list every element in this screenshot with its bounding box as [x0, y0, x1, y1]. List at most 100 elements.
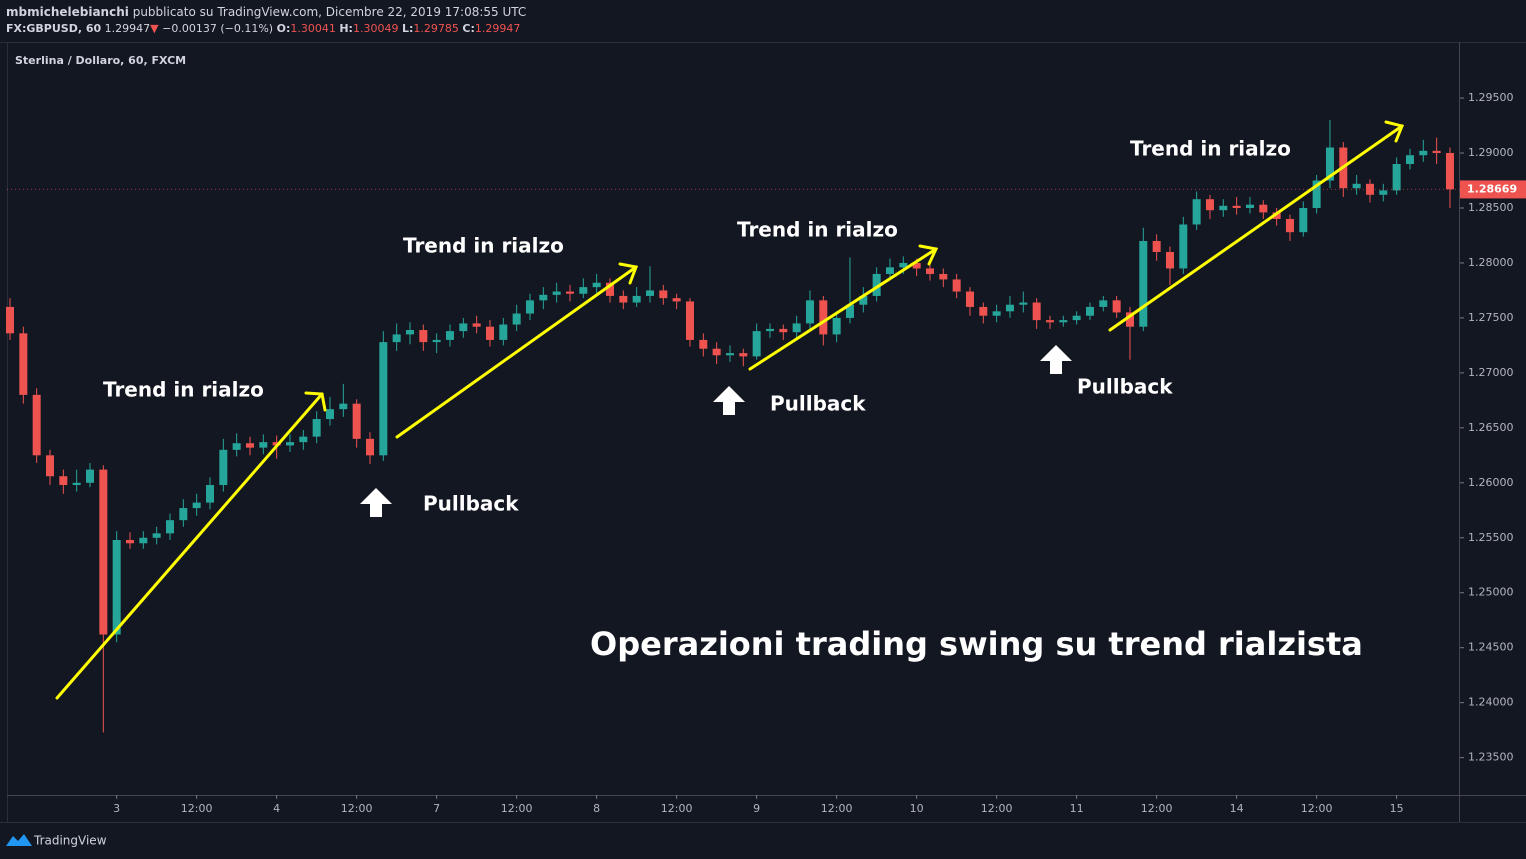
candle-body: [1405, 155, 1414, 165]
main-annotation: Operazioni trading swing su trend rialzi…: [590, 625, 1363, 663]
candle-body: [579, 287, 588, 294]
y-tick-label: 1.28000: [1468, 256, 1514, 269]
candle-body: [765, 328, 774, 332]
candle-body: [1219, 205, 1228, 211]
brand: TradingView: [33, 834, 107, 848]
candle-body: [819, 300, 828, 335]
y-tick-label: 1.26000: [1468, 476, 1514, 489]
candle-body: [605, 282, 614, 296]
candle-body: [1165, 251, 1174, 269]
candle-body: [112, 539, 121, 635]
candle-body: [445, 331, 454, 340]
open: 1.30041: [290, 22, 336, 35]
candle-body: [1125, 312, 1134, 327]
low: 1.29785: [413, 22, 459, 35]
y-tick-label: 1.23500: [1468, 751, 1514, 764]
candle-body: [99, 469, 108, 635]
y-tick-label: 1.25000: [1468, 586, 1514, 599]
candle-body: [672, 298, 681, 302]
candle-body: [552, 291, 561, 295]
candle-body: [1325, 147, 1334, 181]
candle-body: [952, 279, 961, 292]
candle-body: [432, 339, 441, 343]
candle-body: [805, 300, 814, 324]
candle-body: [659, 290, 668, 299]
pullback-arrows: [360, 345, 1072, 517]
candle-body: [1392, 164, 1401, 191]
candle-body: [779, 328, 788, 333]
candle-body: [392, 334, 401, 343]
candle-body: [645, 290, 654, 296]
chart-title: Sterlina / Dollaro, 60, FXCM: [15, 54, 186, 67]
o-label: O:: [276, 22, 291, 35]
candle-body: [992, 311, 1001, 316]
published: pubblicato su TradingView.com, Dicembre …: [132, 5, 527, 19]
candle-body: [1379, 190, 1388, 195]
trend-arrow: [395, 265, 638, 439]
up-arrow: [360, 488, 392, 517]
candle-body: [219, 449, 228, 486]
candle-body: [59, 476, 68, 486]
candle-body: [752, 331, 761, 357]
candle-body: [6, 306, 14, 334]
candle-body: [1432, 150, 1441, 154]
candle-body: [1045, 320, 1054, 323]
candle-body: [1312, 180, 1321, 208]
x-tick-label: 12:00: [1141, 802, 1173, 815]
footer-logo: TradingView: [6, 834, 107, 848]
h-label: H:: [339, 22, 353, 35]
candle-body: [979, 306, 988, 316]
annotation: Trend in rialzo: [103, 378, 264, 402]
candle-body: [739, 353, 748, 357]
candle-body: [792, 323, 801, 333]
quote-line: FX:GBPUSD, 60 1.29947▼ −0.00137 (−0.11%)…: [6, 22, 520, 35]
candle-body: [939, 273, 948, 280]
x-tick-label: 12:00: [821, 802, 853, 815]
candle-body: [85, 469, 94, 483]
candle-body: [499, 324, 508, 340]
y-tick-label: 1.24500: [1468, 641, 1514, 654]
annotation: Pullback: [1077, 375, 1173, 399]
candle-body: [925, 268, 934, 274]
y-tick-label: 1.29000: [1468, 146, 1514, 159]
up-arrow: [1040, 345, 1072, 374]
annotation: Pullback: [423, 492, 519, 516]
candle-body: [179, 508, 188, 521]
x-tick-label: 3: [113, 802, 120, 815]
annotation: Trend in rialzo: [737, 218, 898, 242]
candle-body: [885, 267, 894, 274]
candle-body: [1245, 204, 1254, 208]
candle-body: [19, 333, 28, 395]
candle-body: [592, 282, 601, 288]
x-tick-label: 4: [273, 802, 280, 815]
candle-body: [405, 330, 414, 335]
candle-body: [565, 291, 574, 294]
candle-body: [459, 323, 468, 332]
candle-body: [685, 301, 694, 340]
candle-body: [205, 485, 214, 503]
candle-body: [312, 419, 321, 437]
arrow-head: [618, 262, 639, 285]
candle-body: [1299, 207, 1308, 233]
candle-body: [1272, 212, 1281, 219]
symbol: FX:GBPUSD, 60: [6, 22, 102, 35]
x-tick-label: 9: [753, 802, 760, 815]
candle-body: [259, 442, 268, 448]
candle-body: [965, 291, 974, 307]
candle-body: [45, 455, 54, 477]
candle-body: [525, 300, 534, 314]
logo-icon: [6, 834, 32, 846]
candle-body: [139, 537, 148, 544]
candle-body: [1232, 205, 1241, 208]
candle-body: [1139, 240, 1148, 327]
candle-body: [1259, 204, 1268, 213]
candle-body: [1072, 315, 1081, 321]
candle-body: [192, 502, 201, 509]
y-tick-label: 1.29500: [1468, 91, 1514, 104]
trend-arrow: [748, 247, 938, 371]
candle-body: [365, 438, 374, 456]
annotation: Trend in rialzo: [403, 234, 564, 258]
y-tick-label: 1.26500: [1468, 421, 1514, 434]
